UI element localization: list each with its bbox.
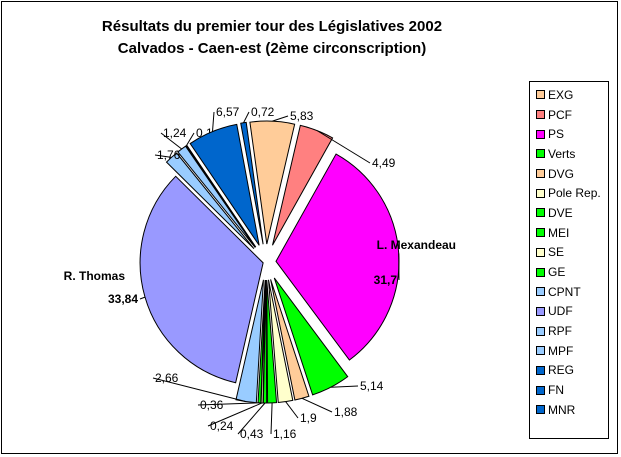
legend-label: MNR <box>548 402 576 417</box>
data-label-rpf: 1,76 <box>157 148 181 162</box>
leader-line-dvg <box>301 397 333 413</box>
legend-label: CPNT <box>548 284 581 299</box>
legend-label: MEI <box>548 225 570 240</box>
legend-label: PCF <box>548 107 572 122</box>
legend-item-fn: FN <box>536 380 608 400</box>
data-label-mei: 0,43 <box>240 427 264 441</box>
legend-label: PS <box>548 127 565 142</box>
leader-line-reg <box>186 132 195 146</box>
legend-item-ps: PS <box>536 124 608 144</box>
legend-item-pole-rep: Pole Rep. <box>536 183 608 203</box>
legend-swatch <box>536 385 545 395</box>
legend-label: SE <box>548 245 565 260</box>
legend-swatch <box>536 267 545 277</box>
legend-swatch <box>536 405 545 415</box>
chart-title-line-2: Calvados - Caen-est (2ème circonscriptio… <box>117 40 427 57</box>
data-label-ge: 0,36 <box>200 398 224 412</box>
legend-item-reg: REG <box>536 361 608 381</box>
legend-item-cpnt: CPNT <box>536 282 608 302</box>
leader-line-rpf <box>154 154 172 158</box>
leader-line-mnr <box>243 111 250 124</box>
legend-swatch <box>536 90 545 100</box>
legend-swatch <box>536 365 545 375</box>
candidate-label-ps: L. Mexandeau <box>377 238 456 252</box>
chart-title-line-1: Résultats du premier tour des Législativ… <box>101 18 443 35</box>
leader-line-exg <box>272 115 289 122</box>
pie-slice-verts <box>273 277 349 396</box>
leader-line-mpf <box>160 132 183 150</box>
legend-label: MPF <box>548 343 574 358</box>
pie-slice-rpf <box>165 152 255 250</box>
data-label-fn: 6,57 <box>216 105 240 119</box>
legend-swatch <box>536 149 545 159</box>
legend-label: GE <box>548 265 566 280</box>
leader-line-pcf <box>316 130 371 164</box>
data-label-verts: 5,14 <box>360 379 384 393</box>
leader-line-se <box>207 402 263 427</box>
legend-item-dvg: DVG <box>536 164 608 184</box>
leader-line-dve <box>270 402 273 435</box>
legend-label: Pole Rep. <box>548 186 601 201</box>
legend-swatch <box>536 110 545 120</box>
legend-item-exg: EXG <box>536 85 608 105</box>
legend-swatch <box>536 188 545 198</box>
legend-label: Verts <box>548 146 576 161</box>
leader-line-mei <box>237 402 266 435</box>
data-label-mnr: 0,72 <box>251 105 275 119</box>
legend-swatch <box>536 287 545 297</box>
legend-label: REG <box>548 363 575 378</box>
leader-line-cpnt <box>152 377 247 403</box>
legend-item-verts: Verts <box>536 144 608 164</box>
legend-swatch <box>536 326 545 336</box>
pie-slice-udf <box>139 175 264 384</box>
legend-label: RPF <box>548 324 572 339</box>
legend-label: FN <box>548 383 564 398</box>
candidate-label-udf: R. Thomas <box>64 269 126 283</box>
legend-item-udf: UDF <box>536 302 608 322</box>
legend-item-dve: DVE <box>536 203 608 223</box>
pie-slice-dvg <box>270 279 310 401</box>
leader-line-udf <box>139 296 146 300</box>
legend-item-rpf: RPF <box>536 321 608 341</box>
data-label-exg: 5,83 <box>290 109 314 123</box>
data-label-pole-rep: 1,9 <box>300 411 317 425</box>
legend-item-ge: GE <box>536 262 608 282</box>
leader-line-pole-rep <box>285 401 299 419</box>
legend-swatch <box>536 247 545 257</box>
legend-swatch <box>536 208 545 218</box>
legend-swatch <box>536 306 545 316</box>
pie-slice-mnr <box>240 121 264 245</box>
legend-item-mpf: MPF <box>536 341 608 361</box>
legend-label: EXG <box>548 87 574 102</box>
chart-title: Résultats du premier tour des Législativ… <box>2 16 542 60</box>
pie-slice-exg <box>249 120 296 245</box>
data-label-ps: 31,7 <box>374 273 398 287</box>
leader-line-verts <box>330 385 359 388</box>
legend-swatch <box>536 346 545 356</box>
legend-item-se: SE <box>536 243 608 263</box>
leader-line-fn <box>212 111 215 132</box>
legend-swatch <box>536 228 545 238</box>
legend-item-mei: MEI <box>536 223 608 243</box>
data-label-cpnt: 2,66 <box>155 371 179 385</box>
data-label-pcf: 4,49 <box>372 156 396 170</box>
leader-line-ge <box>197 402 260 406</box>
data-label-se: 0,24 <box>210 419 234 433</box>
legend-item-mnr: MNR <box>536 400 608 420</box>
data-label-udf: 33,84 <box>108 292 138 306</box>
legend-label: DVG <box>548 166 575 181</box>
legend: EXG PCF PS Verts DVG Pole Rep. DVE MEI SE GE CPNT U… <box>529 81 609 439</box>
legend-label: UDF <box>548 304 573 319</box>
legend-label: DVE <box>548 205 573 220</box>
data-label-dve: 1,16 <box>273 427 297 441</box>
legend-swatch <box>536 129 545 139</box>
data-label-mpf: 1,24 <box>163 126 187 140</box>
data-label-dvg: 1,88 <box>334 405 358 419</box>
pie-slice-dve <box>266 279 278 404</box>
legend-item-pcf: PCF <box>536 105 608 125</box>
legend-swatch <box>536 169 545 179</box>
